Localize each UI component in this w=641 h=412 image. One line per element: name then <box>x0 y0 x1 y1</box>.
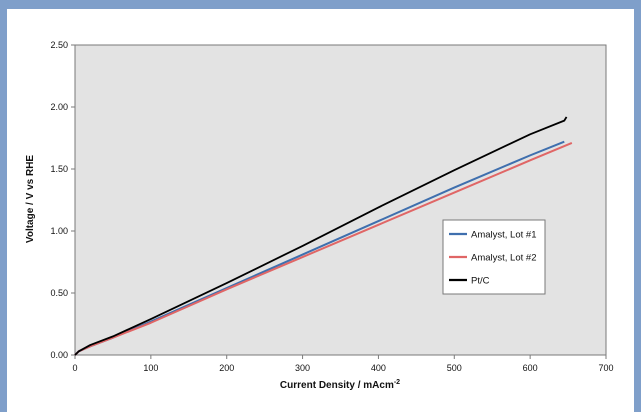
legend-label: Pt/C <box>471 276 490 287</box>
x-axis-title: Current Density / mAcm-2 <box>280 379 400 391</box>
y-tick-label: 2.50 <box>50 40 68 50</box>
x-tick-label: 300 <box>295 363 310 373</box>
legend-label: Amalyst, Lot #1 <box>471 230 536 241</box>
x-axis-ticks: 0 100 200 300 400 500 600 700 <box>72 355 614 373</box>
y-tick-label: 2.00 <box>50 102 68 112</box>
y-tick-label: 0.00 <box>50 350 68 360</box>
y-axis-title: Voltage / V vs RHE <box>25 155 36 244</box>
plot-area <box>74 44 607 356</box>
x-tick-label: 500 <box>447 363 462 373</box>
y-tick-label: 1.00 <box>50 226 68 236</box>
legend-label: Amalyst, Lot #2 <box>471 253 536 264</box>
legend: Amalyst, Lot #1 Amalyst, Lot #2 Pt/C <box>442 219 546 295</box>
x-tick-label: 400 <box>371 363 386 373</box>
x-tick-label: 700 <box>598 363 613 373</box>
x-tick-label: 0 <box>72 363 77 373</box>
x-tick-label: 600 <box>523 363 538 373</box>
y-tick-label: 1.50 <box>50 164 68 174</box>
line-chart: 0.00 0.50 1.00 1.50 2.00 2.50 0 100 200 300 400 50… <box>25 40 614 391</box>
series-line-3 <box>74 116 568 356</box>
x-tick-label: 200 <box>219 363 234 373</box>
y-axis-ticks: 0.00 0.50 1.00 1.50 2.00 2.50 <box>50 40 75 360</box>
x-tick-label: 100 <box>143 363 158 373</box>
x-axis-title-superscript: -2 <box>394 379 400 386</box>
series-layer <box>74 116 573 356</box>
y-tick-label: 0.50 <box>50 288 68 298</box>
